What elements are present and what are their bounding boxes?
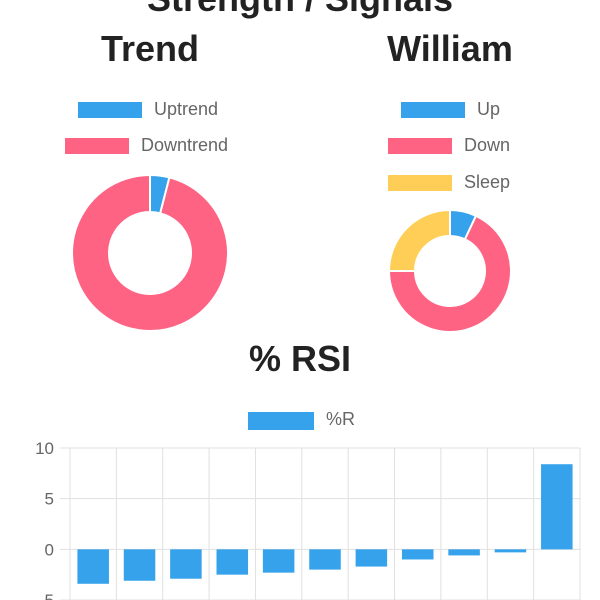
bar-3[interactable] [216, 549, 249, 575]
legend-label: Sleep [464, 172, 511, 192]
bar-0[interactable] [77, 549, 109, 584]
legend-swatch [248, 412, 314, 430]
trend-slice-uptrend[interactable] [149, 173, 171, 215]
legend-swatch [78, 102, 142, 118]
legend-label: Up [477, 99, 501, 119]
y-tick-label: 5 [45, 490, 54, 509]
legend-swatch [388, 175, 452, 191]
bar-9[interactable] [494, 549, 527, 553]
bar-2[interactable] [170, 549, 202, 579]
william-slice-sleep[interactable] [387, 208, 451, 272]
legend-swatch [401, 102, 465, 118]
bar-7[interactable] [401, 549, 434, 560]
legend-label: Down [464, 135, 511, 155]
y-tick-label: 0 [45, 540, 54, 559]
bar-5[interactable] [309, 549, 341, 570]
legend-label: Uptrend [154, 99, 219, 119]
william-slice-up[interactable] [449, 208, 478, 241]
trend-slice-downtrend[interactable] [71, 173, 229, 332]
william-chart-title: William [387, 28, 513, 69]
y-tick-label: 10 [35, 439, 54, 458]
bar-10[interactable] [541, 464, 573, 550]
rsi-chart-title: % RSI [248, 338, 352, 379]
bar-1[interactable] [123, 549, 156, 581]
page-title: Strength / Signals [0, 0, 600, 20]
legend-label: Downtrend [141, 135, 229, 155]
legend-swatch [388, 138, 452, 154]
bar-6[interactable] [355, 549, 388, 567]
legend-label: %R [326, 409, 356, 429]
bar-4[interactable] [262, 549, 295, 573]
trend-chart-title: Trend [100, 28, 199, 69]
william-slice-down[interactable] [387, 214, 512, 333]
bar-8[interactable] [448, 549, 480, 556]
y-tick-label: -5 [39, 591, 54, 600]
legend-swatch [65, 138, 129, 154]
